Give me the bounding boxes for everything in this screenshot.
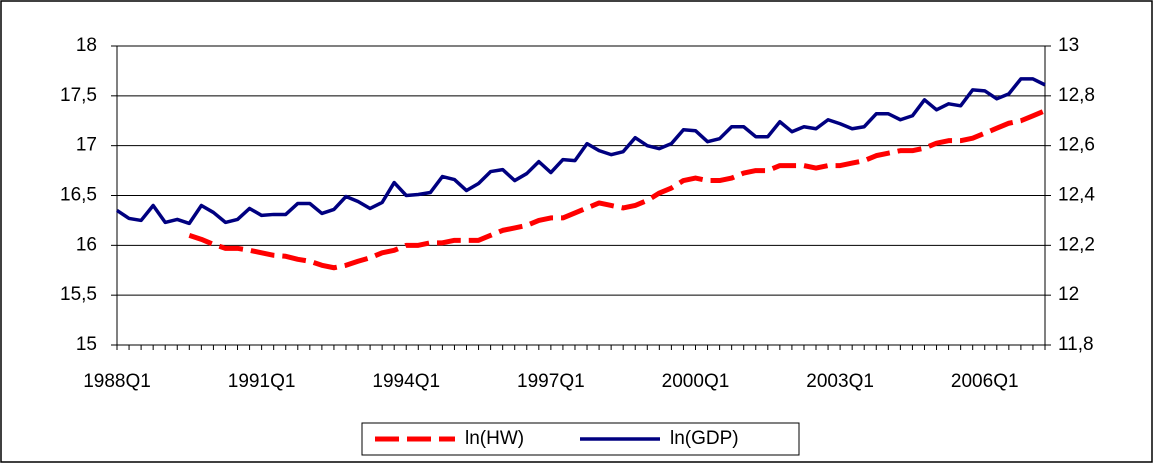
series-line [188,108,1046,271]
y-tick-label: 17,5 [60,85,97,106]
y2-tick-label: 12,8 [1058,85,1095,106]
x-tick-label: 2000Q1 [662,371,730,392]
y-tick-label: 18 [76,35,97,56]
y2-tick-label: 12,4 [1058,185,1095,206]
y-tick-label: 15 [76,334,97,355]
y2-tick-label: 13 [1058,35,1079,56]
series-line [116,77,1046,226]
y-tick-label: 16 [76,234,97,255]
y-tick-label: 16,5 [60,185,97,206]
y-tick-label: 15,5 [60,284,97,305]
x-tick-label: 1991Q1 [228,371,296,392]
y-tick-label: 17 [76,135,97,156]
y2-tick-label: 11,8 [1058,334,1094,355]
x-tick-label: 1988Q1 [83,371,151,392]
legend-label: ln(HW) [465,428,524,449]
x-tick-label: 1997Q1 [517,371,585,392]
legend-label: ln(GDP) [670,428,739,449]
x-tick-label: 1994Q1 [372,371,440,392]
x-tick-label: 2006Q1 [951,371,1019,392]
y2-tick-label: 12,6 [1058,135,1095,156]
y2-tick-label: 12 [1058,284,1079,305]
y2-tick-label: 12,2 [1058,234,1095,255]
x-tick-label: 2003Q1 [806,371,874,392]
